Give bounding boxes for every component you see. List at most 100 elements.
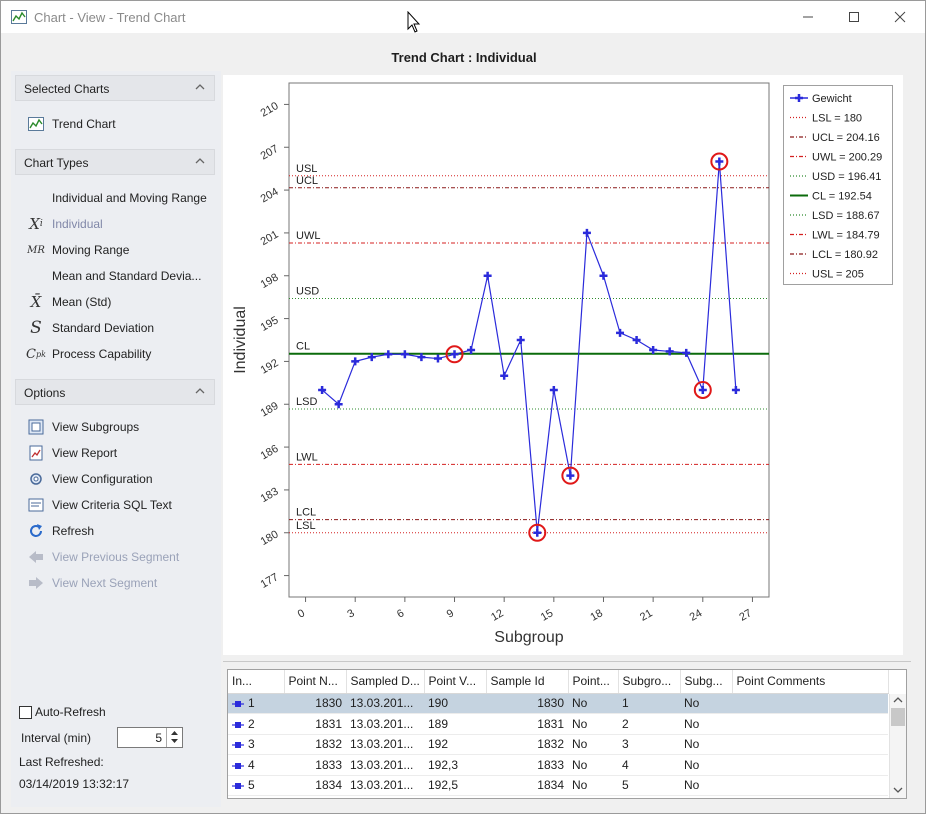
nav-view-report-label: View Report: [52, 446, 118, 460]
x-tick-label: 15: [539, 607, 556, 624]
x-tick-label: 21: [638, 607, 655, 624]
window-title: Chart - View - Trend Chart: [34, 10, 186, 25]
auto-refresh-checkbox[interactable]: [19, 706, 32, 720]
legend-label-cl: CL = 192.54: [812, 191, 872, 203]
data-point: [467, 345, 476, 354]
stepper-up-icon[interactable]: [167, 728, 182, 737]
column-header[interactable]: Point Comments: [732, 670, 889, 694]
column-header[interactable]: Point...: [568, 670, 619, 694]
table-cell-sample-id: 1833: [486, 754, 568, 776]
table-cell-point: No: [568, 734, 618, 755]
table-cell-point-no: 1834: [284, 775, 346, 796]
chart-types-header-label: Chart Types: [24, 156, 89, 170]
table-cell-comments: [732, 754, 888, 776]
x-tick-label: 18: [588, 607, 605, 624]
point-marker-icon: [232, 701, 244, 708]
table-cell-subg: No: [680, 713, 732, 735]
nav-mean-standard-deviation[interactable]: Mean and Standard Devia...: [25, 265, 215, 287]
table-cell-subgroup: 5: [618, 775, 680, 796]
trend-chart-icon: [11, 10, 27, 24]
chart-types-header[interactable]: Chart Types: [15, 149, 215, 175]
control-line-label-usd: USD: [296, 285, 319, 297]
x-axis-label: Subgroup: [494, 629, 563, 646]
table-row[interactable]: 1 1830 13.03.201... 190 1830 No 1 No: [228, 693, 888, 714]
splitter[interactable]: [223, 661, 911, 662]
data-point: [384, 350, 393, 359]
column-header[interactable]: Sampled D...: [346, 670, 425, 694]
table-cell-index: 2: [228, 713, 284, 735]
table-row[interactable]: 5 1834 13.03.201... 192,5 1834 No 5 No: [228, 775, 888, 796]
table-cell-subg: No: [680, 775, 732, 796]
vertical-scrollbar[interactable]: [889, 694, 906, 798]
control-line-label-ucl: UCL: [296, 175, 318, 187]
table-header-row: In... Point N... Sampled D... Point V...…: [228, 670, 889, 694]
y-tick-label: 183: [259, 486, 281, 506]
control-line-label-usl: USL: [296, 163, 317, 175]
column-header[interactable]: Subgro...: [618, 670, 681, 694]
y-tick-label: 189: [259, 400, 281, 420]
minimize-button[interactable]: [785, 1, 831, 33]
table-row[interactable]: 2 1831 13.03.201... 189 1831 No 2 No: [228, 713, 888, 735]
table-cell-subg: No: [680, 754, 732, 776]
chart-legend: Gewicht LSL = 180 UCL = 204.16 UWL = 200.29…: [783, 85, 893, 285]
data-point: [731, 385, 740, 394]
options-header[interactable]: Options: [15, 379, 215, 405]
data-point: [649, 345, 658, 354]
nav-standard-deviation[interactable]: S Standard Deviation: [25, 317, 215, 339]
scroll-up-icon[interactable]: [890, 694, 906, 706]
x-tick-label: 24: [688, 607, 705, 624]
nav-mean-std[interactable]: X̄ Mean (Std): [25, 291, 215, 313]
table-cell-point-no: 1831: [284, 713, 346, 735]
column-header[interactable]: In...: [228, 670, 285, 694]
legend-label-usd: USD = 196.41: [812, 171, 881, 183]
nav-view-criteria-sql[interactable]: View Criteria SQL Text: [25, 494, 215, 516]
legend-label-series: Gewicht: [812, 93, 852, 105]
nav-moving-range[interactable]: MR Moving Range: [25, 239, 215, 261]
nav-view-previous-segment[interactable]: View Previous Segment: [25, 546, 215, 568]
stepper-down-icon[interactable]: [167, 737, 182, 746]
table-row[interactable]: 3 1832 13.03.201... 192 1832 No 3 No: [228, 734, 888, 755]
table-cell-index: 4: [228, 754, 284, 776]
scroll-down-icon[interactable]: [890, 784, 906, 796]
nav-standard-deviation-label: Standard Deviation: [52, 321, 155, 335]
data-point: [351, 357, 360, 366]
data-point: [549, 385, 558, 394]
data-point: [665, 347, 674, 356]
table-row[interactable]: 4 1833 13.03.201... 192,3 1833 No 4 No: [228, 754, 888, 776]
column-header[interactable]: Point V...: [424, 670, 487, 694]
table-cell-point: No: [568, 754, 618, 776]
nav-refresh-label: Refresh: [52, 524, 95, 538]
nav-individual-label: Individual: [52, 217, 103, 231]
control-line-label-lwl: LWL: [296, 451, 318, 463]
nav-individual-moving-range[interactable]: Individual and Moving Range: [25, 187, 215, 209]
maximize-icon: [849, 12, 859, 22]
scroll-thumb[interactable]: [891, 708, 905, 726]
column-header[interactable]: Subg...: [680, 670, 733, 694]
row-index-value: 3: [248, 737, 255, 752]
nav-trend-chart[interactable]: Trend Chart: [25, 113, 215, 135]
nav-view-next-segment[interactable]: View Next Segment: [25, 572, 215, 594]
nav-view-report[interactable]: View Report: [25, 442, 215, 464]
nav-view-configuration[interactable]: View Configuration: [25, 468, 215, 490]
nav-view-next-segment-label: View Next Segment: [52, 576, 158, 590]
close-button[interactable]: [877, 1, 923, 33]
nav-refresh[interactable]: Refresh: [25, 520, 215, 542]
report-icon: [25, 444, 47, 462]
column-header[interactable]: Point N...: [284, 670, 347, 694]
table-cell-sampled: 13.03.201...: [346, 713, 424, 735]
data-point: [698, 385, 707, 394]
nav-process-capability-label: Process Capability: [52, 347, 152, 361]
nav-view-subgroups[interactable]: View Subgroups: [25, 416, 215, 438]
column-header[interactable]: Sample Id: [486, 670, 569, 694]
maximize-button[interactable]: [831, 1, 877, 33]
selected-charts-header[interactable]: Selected Charts: [15, 75, 215, 101]
table-cell-value: 192: [424, 734, 486, 755]
table-cell-sampled: 13.03.201...: [346, 734, 424, 755]
interval-stepper[interactable]: 5: [117, 727, 183, 748]
x-tick-label: 27: [737, 607, 754, 624]
subgroups-icon: [25, 418, 47, 436]
table-cell-value: 192,5: [424, 775, 486, 796]
